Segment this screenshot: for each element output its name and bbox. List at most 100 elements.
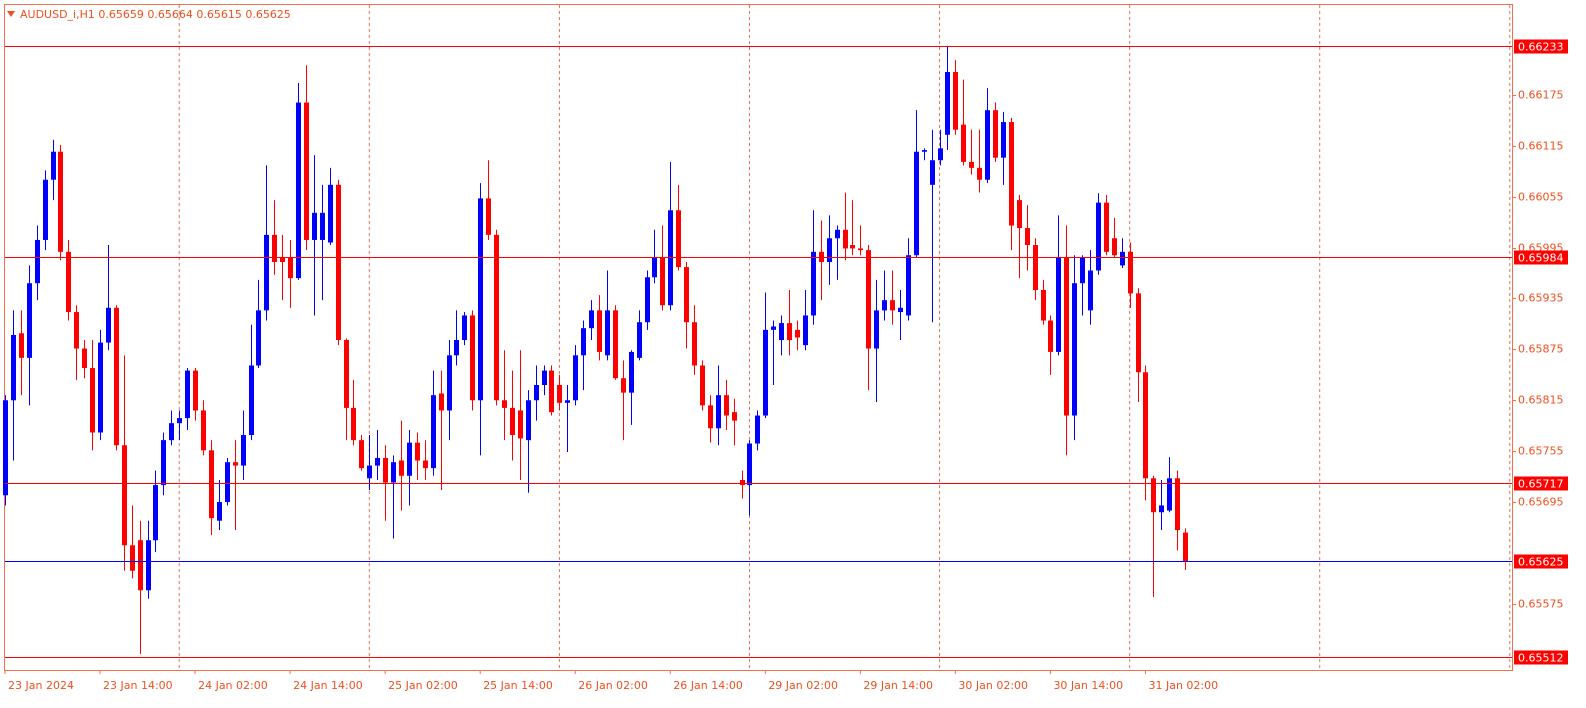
- candle-body: [1112, 238, 1117, 256]
- x-tick-label: 24 Jan 14:00: [293, 679, 363, 692]
- candle-body: [209, 450, 214, 519]
- candle-body: [811, 251, 816, 316]
- candle-body: [161, 440, 166, 486]
- x-tick-label: 30 Jan 02:00: [958, 679, 1028, 692]
- x-tick-label: 26 Jan 14:00: [673, 679, 743, 692]
- candle-body: [336, 184, 341, 341]
- x-tick-label: 30 Jan 14:00: [1053, 679, 1123, 692]
- y-tick-label: 0.66175: [1518, 89, 1564, 102]
- candle-body: [589, 310, 594, 329]
- candle-body: [565, 400, 570, 403]
- candle-body: [581, 328, 586, 356]
- candle-body: [637, 322, 642, 358]
- candle-body: [3, 400, 8, 496]
- candle-body: [375, 457, 380, 466]
- price-level-label: 0.65625: [1518, 556, 1564, 569]
- candle-body: [977, 167, 982, 180]
- candle-body: [732, 412, 737, 421]
- candle-body: [177, 418, 182, 424]
- candle-body: [415, 442, 420, 461]
- menu-arrow[interactable]: [7, 11, 15, 17]
- candle-body: [470, 315, 475, 401]
- candle-body: [351, 407, 356, 441]
- candle-body: [1056, 257, 1061, 352]
- candle-body: [803, 315, 808, 346]
- candle-body: [692, 322, 697, 366]
- candle-body: [938, 148, 943, 161]
- candle-body: [795, 329, 800, 338]
- candle-body: [462, 315, 467, 341]
- candle-body: [1128, 251, 1133, 294]
- candle-body: [447, 355, 452, 411]
- candle-body: [494, 234, 499, 401]
- candle-body: [1136, 293, 1141, 373]
- candle-body: [1041, 290, 1046, 321]
- candle-body: [542, 370, 547, 385]
- candle-body: [1033, 245, 1038, 290]
- candle-body: [27, 283, 32, 358]
- candle-body: [399, 460, 404, 476]
- candle-body: [945, 72, 950, 135]
- candle-body: [90, 368, 95, 433]
- candle-body: [874, 310, 879, 349]
- x-tick-label: 25 Jan 02:00: [388, 679, 458, 692]
- candle-body: [1009, 122, 1014, 226]
- candle-body: [153, 485, 158, 541]
- candle-body: [1183, 532, 1188, 562]
- candle-body: [51, 151, 56, 180]
- candle-body: [993, 110, 998, 158]
- candle-body: [304, 102, 309, 240]
- candle-body: [478, 198, 483, 401]
- candle-body: [549, 370, 554, 413]
- candle-body: [827, 238, 832, 263]
- x-tick-label: 23 Jan 14:00: [103, 679, 173, 692]
- candle-body: [922, 150, 927, 152]
- candle-body: [645, 277, 650, 323]
- candle-body: [763, 329, 768, 416]
- price-label-bg: [1514, 554, 1568, 569]
- candle-body: [233, 462, 238, 466]
- candle-body: [328, 184, 333, 243]
- candle-body: [423, 460, 428, 469]
- candle-body: [684, 267, 689, 323]
- candle-body: [510, 407, 515, 436]
- price-level-label: 0.66233: [1518, 41, 1564, 54]
- candle-body: [130, 545, 135, 571]
- price-label-bg: [1514, 650, 1568, 665]
- x-tick-label: 23 Jan 2024: [8, 679, 74, 692]
- candle-body: [256, 310, 261, 366]
- candle-body: [1104, 202, 1109, 252]
- candle-body: [969, 161, 974, 168]
- candle-body: [747, 443, 752, 486]
- candle-body: [122, 445, 127, 546]
- candle-body: [312, 212, 317, 240]
- candle-body: [906, 255, 911, 316]
- candle-body: [930, 160, 935, 185]
- candle-body: [106, 307, 111, 343]
- candle-body: [1088, 270, 1093, 311]
- candle-body: [296, 102, 301, 279]
- candle-body: [169, 423, 174, 441]
- candle-body: [288, 257, 293, 279]
- candle-body: [779, 323, 784, 341]
- candle-body: [82, 348, 87, 369]
- candle-body: [843, 229, 848, 249]
- candle-body: [676, 210, 681, 268]
- candle-body: [264, 234, 269, 311]
- candle-body: [621, 378, 626, 393]
- price-label-bg: [1514, 39, 1568, 54]
- candle-body: [898, 307, 903, 313]
- candle-body: [771, 326, 776, 330]
- x-tick-label: 29 Jan 14:00: [863, 679, 933, 692]
- candle-body: [1096, 202, 1101, 271]
- candle-body: [114, 307, 119, 446]
- candle-body: [367, 465, 372, 479]
- candle-body: [953, 72, 958, 130]
- y-tick-label: 0.65695: [1518, 496, 1564, 509]
- candle-body: [740, 480, 745, 486]
- candle-body: [1167, 478, 1172, 511]
- price-label-bg: [1514, 476, 1568, 491]
- candle-body: [1120, 251, 1125, 266]
- candle-body: [850, 245, 855, 249]
- candle-body: [518, 410, 523, 439]
